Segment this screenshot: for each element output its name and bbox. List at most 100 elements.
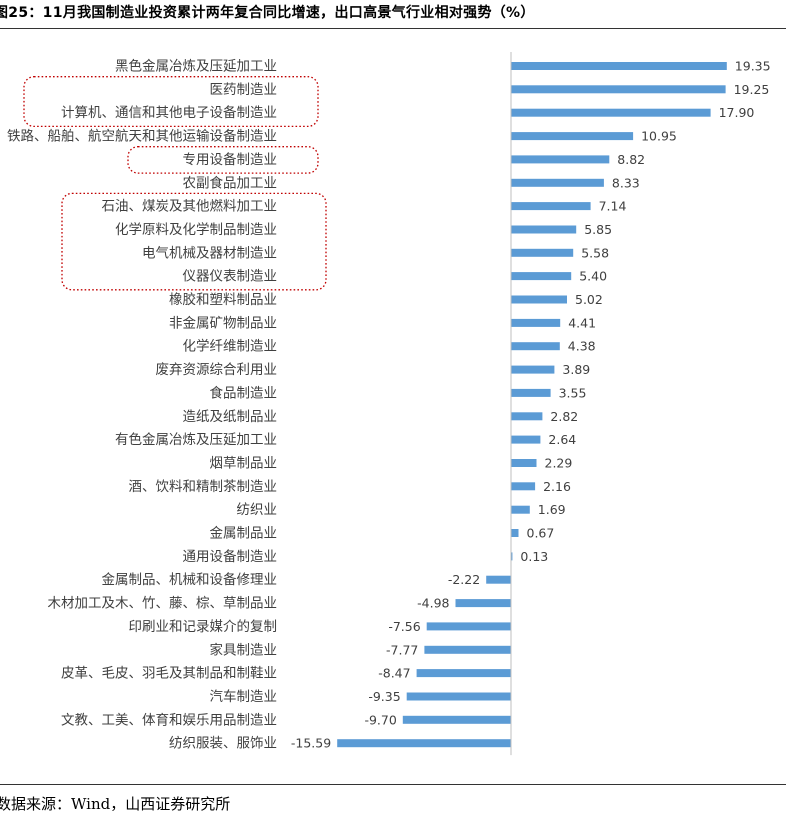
bar (511, 248, 574, 257)
value-label: -15.59 (291, 736, 331, 751)
category-label: 造纸及纸制品业 (183, 409, 278, 425)
value-label: 2.16 (543, 479, 571, 494)
value-label: 3.55 (559, 385, 587, 400)
category-label: 食品制造业 (210, 384, 278, 401)
category-label: 金属制品、机械和设备修理业 (102, 571, 278, 588)
bar (511, 272, 572, 281)
bottom-rule (0, 784, 786, 785)
category-label: 纺织服装、服饰业 (169, 736, 277, 752)
bar (511, 505, 530, 514)
bar (455, 599, 511, 608)
value-label: -7.56 (388, 619, 420, 634)
bar (511, 388, 551, 397)
category-label: 专用设备制造业 (183, 151, 278, 168)
category-label: 文教、工美、体育和娱乐用品制造业 (61, 712, 277, 728)
category-label: 烟草制品业 (210, 456, 278, 472)
value-label: 5.85 (584, 222, 612, 237)
category-label: 废弃资源综合利用业 (156, 362, 278, 378)
chart-title: 图25：11月我国制造业投资累计两年复合同比增速，出口高景气行业相对强势（%） (0, 5, 535, 21)
bar (511, 108, 711, 117)
bar (511, 132, 634, 141)
bar (511, 295, 567, 304)
value-label: -9.70 (364, 712, 396, 727)
value-label: 2.64 (548, 432, 576, 447)
category-label: 农副食品加工业 (183, 174, 278, 191)
category-label: 计算机、通信和其他电子设备制造业 (61, 104, 277, 121)
value-label: 4.38 (568, 339, 596, 354)
category-label: 黑色金属冶炼及压延加工业 (115, 58, 277, 75)
highlight-box (127, 146, 319, 174)
category-label: 化学原料及化学制品制造业 (115, 222, 277, 238)
value-label: 3.89 (562, 362, 590, 377)
category-label: 皮革、毛皮、羽毛及其制品和制鞋业 (61, 666, 277, 682)
source-note: 数据来源：Wind，山西证券研究所 (0, 795, 231, 813)
category-label: 医药制造业 (210, 82, 278, 98)
bar (511, 85, 726, 94)
category-label: 汽车制造业 (210, 688, 278, 705)
bar (511, 178, 604, 187)
bar (511, 155, 610, 164)
highlight-boxes (23, 76, 327, 291)
value-label: 0.67 (527, 526, 555, 541)
value-label: -2.22 (448, 572, 480, 587)
category-label: 石油、煤炭及其他燃料加工业 (102, 198, 278, 215)
bar (426, 622, 511, 631)
category-label: 仪器仪表制造业 (183, 269, 278, 285)
bar (511, 62, 727, 70)
category-label: 化学纤维制造业 (183, 339, 278, 355)
bar (511, 482, 536, 491)
bar (337, 739, 511, 748)
value-labels: 19.35 19.25 17.90 10.95 8.82 8.33 7.14 5.85 5.58… (291, 59, 771, 751)
highlight-box (23, 76, 319, 128)
bar (511, 342, 560, 351)
bar (511, 412, 543, 421)
bar (486, 575, 511, 584)
bar (406, 692, 511, 701)
value-label: -9.35 (368, 689, 400, 704)
bar (511, 552, 513, 561)
category-label: 通用设备制造业 (183, 548, 278, 565)
bar (511, 202, 591, 211)
value-label: -8.47 (378, 666, 410, 681)
value-label: 5.40 (579, 269, 607, 284)
bar (416, 669, 511, 678)
value-label: 7.14 (599, 199, 627, 214)
value-label: 10.95 (641, 129, 677, 144)
category-label: 印刷业和记录媒介的复制 (129, 618, 278, 635)
value-label: 5.58 (581, 245, 609, 260)
value-label: 8.33 (612, 175, 640, 190)
bar (511, 435, 541, 444)
value-label: 0.13 (520, 549, 548, 564)
bar-chart: 黑色金属冶炼及压延加工业医药制造业计算机、通信和其他电子设备制造业铁路、船舶、航… (7, 52, 771, 756)
category-labels: 黑色金属冶炼及压延加工业医药制造业计算机、通信和其他电子设备制造业铁路、船舶、航… (7, 58, 277, 752)
bar (511, 529, 519, 537)
category-label: 金属制品业 (210, 526, 278, 542)
value-label: 4.41 (568, 315, 596, 330)
value-label: 5.02 (575, 292, 603, 307)
bar (402, 715, 511, 724)
value-label: 19.25 (734, 82, 770, 97)
category-label: 橡胶和塑料制品业 (169, 291, 277, 308)
category-label: 酒、饮料和精制茶制造业 (129, 479, 278, 495)
category-label: 有色金属冶炼及压延加工业 (115, 431, 277, 448)
bars (337, 62, 727, 748)
category-label: 铁路、船舶、航空航天和其他运输设备制造业 (7, 128, 277, 145)
category-label: 纺织业 (237, 502, 278, 518)
bar (511, 318, 561, 327)
category-label: 非金属矿物制品业 (169, 315, 277, 331)
category-label: 电气机械及器材制造业 (142, 245, 277, 261)
value-label: 8.82 (617, 152, 645, 167)
value-label: 2.82 (550, 409, 578, 424)
value-label: 17.90 (719, 105, 755, 120)
value-label: 1.69 (538, 502, 566, 517)
category-label: 木材加工及木、竹、藤、棕、草制品业 (48, 596, 278, 612)
bar (511, 225, 577, 234)
value-label: 19.35 (735, 59, 771, 74)
bar (424, 645, 511, 654)
value-label: -4.98 (417, 596, 449, 611)
bar (511, 459, 537, 467)
bar (511, 365, 555, 374)
top-rule (0, 28, 786, 29)
category-label: 家具制造业 (210, 641, 278, 658)
highlight-box (61, 192, 327, 291)
